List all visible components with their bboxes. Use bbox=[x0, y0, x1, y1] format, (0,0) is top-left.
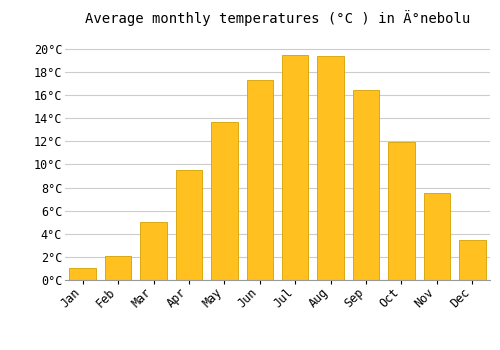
Bar bbox=[176, 170, 202, 280]
Bar bbox=[140, 222, 167, 280]
Bar bbox=[211, 122, 238, 280]
Bar bbox=[424, 193, 450, 280]
Bar bbox=[70, 268, 96, 280]
Bar bbox=[282, 55, 308, 280]
Bar bbox=[105, 256, 132, 280]
Title: Average monthly temperatures (°C ) in Ä°nebolu: Average monthly temperatures (°C ) in Ä°… bbox=[85, 10, 470, 26]
Bar bbox=[459, 239, 485, 280]
Bar bbox=[353, 90, 380, 280]
Bar bbox=[246, 80, 273, 280]
Bar bbox=[318, 56, 344, 280]
Bar bbox=[388, 142, 414, 280]
